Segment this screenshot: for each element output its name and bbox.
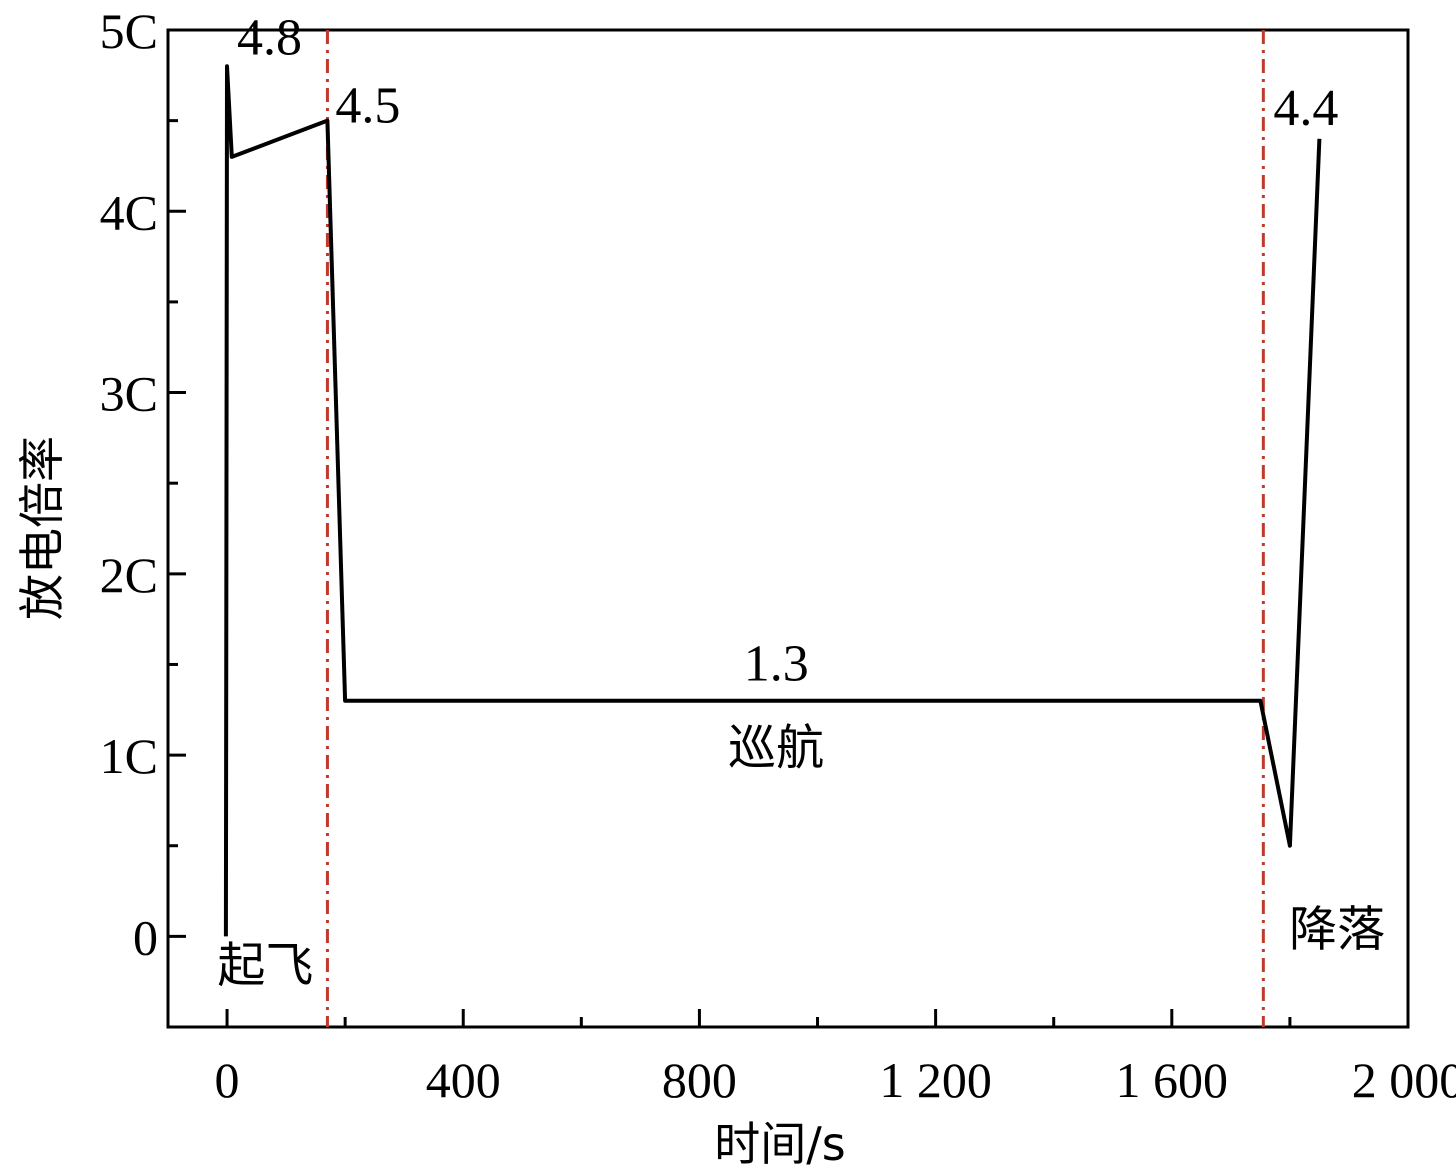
axis-ticks: 0 400 800 1 200 1 600 2 000 0 1C 2C 3C 4C 5C — [100, 3, 1456, 1108]
y-tick-label: 4C — [100, 184, 158, 240]
y-axis-title: 放电倍率 — [15, 436, 69, 620]
value-annotation: 4.4 — [1273, 80, 1338, 137]
value-annotation: 4.5 — [335, 78, 400, 135]
x-tick-label: 0 — [215, 1052, 240, 1108]
x-tick-label: 2 000 — [1352, 1052, 1456, 1108]
phase-label: 巡航 — [728, 720, 824, 776]
x-tick-label: 1 200 — [879, 1052, 992, 1108]
x-axis-title: 时间/s — [714, 1117, 845, 1171]
y-tick-label: 1C — [100, 728, 158, 784]
phase-label: 降落 — [1289, 901, 1385, 957]
value-annotation: 1.3 — [744, 636, 809, 693]
phase-label: 起飞 — [217, 938, 313, 994]
plot-frame — [166, 28, 1410, 1029]
discharge-rate-line — [223, 64, 1322, 937]
x-tick-label: 1 600 — [1116, 1052, 1229, 1108]
y-tick-label: 3C — [100, 366, 158, 422]
phase-divider-lines — [325, 30, 1265, 1027]
value-annotation: 4.8 — [237, 9, 302, 66]
y-tick-label: 5C — [100, 3, 158, 59]
series-group — [223, 64, 1322, 937]
y-tick-label: 0 — [133, 909, 158, 965]
y-tick-label: 2C — [100, 547, 158, 603]
x-tick-label: 800 — [662, 1052, 737, 1108]
x-tick-label: 400 — [426, 1052, 501, 1108]
